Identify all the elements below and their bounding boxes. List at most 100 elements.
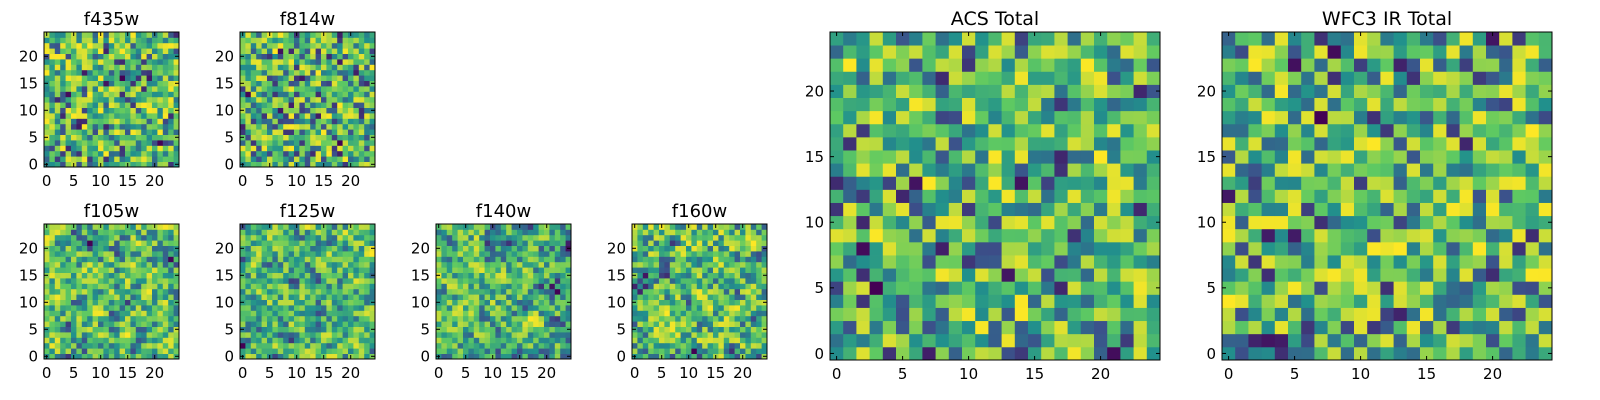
heatmap-cell [261,156,268,162]
x-tick-label: 5 [461,364,471,382]
heatmap-cell [1380,228,1394,243]
heatmap-cell [283,113,289,119]
heatmap-cell [702,310,708,317]
heatmap-cell [146,267,153,273]
heatmap-cell [152,251,158,257]
heatmap-cell [342,150,349,157]
heatmap-cell [723,240,730,246]
heatmap-cell [723,256,730,263]
heatmap-cell [272,310,279,317]
heatmap-cell [664,315,671,322]
heatmap-cell [1538,163,1553,177]
heatmap-cell [114,353,120,360]
heatmap-cell [71,337,77,344]
heatmap-cell [517,288,523,295]
heatmap-cell [1028,58,1042,72]
heatmap-cell [922,71,936,85]
heatmap-cell [162,42,169,49]
heatmap-cell [146,150,153,157]
heatmap-cell [119,267,126,273]
heatmap-cell [114,32,120,38]
heatmap-cell [267,107,273,114]
heatmap-cell [304,224,311,230]
heatmap-cell [632,229,638,236]
heatmap-cell [157,272,164,279]
heatmap-cell [283,80,289,87]
heatmap-cell [702,288,708,295]
heatmap-cell [1248,176,1262,190]
heatmap-cell [909,215,923,230]
heatmap-cell [1094,71,1108,85]
heatmap-cell [869,110,884,125]
heatmap-cell [962,333,976,348]
heatmap-cell [1028,320,1042,335]
heatmap-cell [1433,294,1447,308]
heatmap-cell [348,113,354,119]
heatmap-cell [896,84,910,98]
heatmap-cell [49,129,56,135]
heatmap-cell [1120,215,1134,230]
heatmap-cell [261,80,268,87]
heatmap-cell [103,299,110,306]
heatmap-cell [369,348,376,354]
heatmap-cell [54,37,61,44]
heatmap-cell [87,310,93,317]
heatmap-cell [696,342,703,349]
heatmap-cell [457,267,464,273]
heatmap-cell [283,86,289,92]
heatmap-cell [1094,268,1108,282]
heatmap-cell [103,113,110,119]
heatmap-cell [369,75,376,81]
heatmap-cell [331,118,338,125]
heatmap-cell [506,256,512,263]
heatmap-cell [511,299,518,306]
heatmap-cell [348,272,354,279]
heatmap-cell [369,96,376,103]
heatmap-cell [691,326,698,333]
heatmap-cell [114,123,120,130]
heatmap-cell [256,305,262,311]
heatmap-cell [250,69,257,76]
heatmap-cell [277,348,284,354]
heatmap-cell [288,299,295,306]
heatmap-cell [723,326,730,333]
heatmap-cell [310,332,316,338]
heatmap-cell [1288,281,1302,295]
heatmap-cell [500,299,507,306]
heatmap-cell [267,337,273,344]
heatmap-cell [65,326,72,333]
heatmap-cell [538,229,545,236]
heatmap-cell [1393,176,1408,190]
heatmap-cell [1041,97,1055,112]
heatmap-cell [76,134,83,141]
heatmap-cell [168,75,174,81]
heatmap-cell [125,310,131,317]
heatmap-cell [125,288,131,295]
heatmap-cell [479,342,485,349]
heatmap-cell [60,64,66,71]
heatmap-cell [648,294,654,300]
heatmap-cell [65,332,72,338]
heatmap-cell [664,321,671,327]
heatmap-cell [1133,281,1148,295]
heatmap-cell [364,113,370,119]
heatmap-cell [962,84,976,98]
heatmap-cell [369,118,376,125]
heatmap-cell [761,332,768,338]
heatmap-cell [240,305,246,311]
heatmap-cell [326,69,333,76]
heatmap-cell [527,272,534,279]
heatmap-cell [76,102,83,108]
heatmap-cell [538,224,545,230]
heatmap-cell [1525,215,1540,230]
heatmap-cell [1222,268,1236,282]
heatmap-cell [326,134,333,141]
heatmap-cell [348,294,354,300]
heatmap-cell [98,321,104,327]
heatmap-cell [707,299,714,306]
heatmap-cell [310,245,316,252]
heatmap-cell [473,261,480,268]
heatmap-cell [240,278,246,284]
heatmap-cell [691,294,698,300]
heatmap-cell [98,123,104,130]
